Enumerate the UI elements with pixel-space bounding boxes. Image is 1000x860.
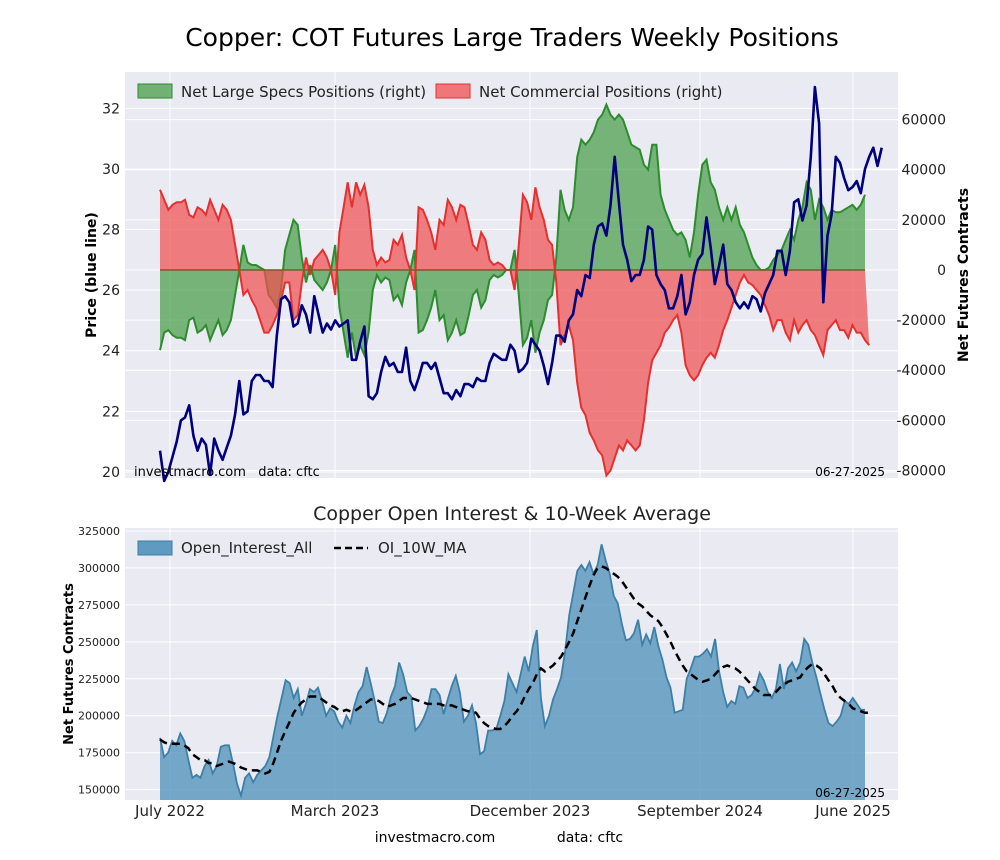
top-right-tick-label: -60000	[896, 413, 946, 429]
bottom-y-tick-label: 275000	[78, 599, 120, 612]
legend-label-specs: Net Large Specs Positions (right)	[181, 83, 426, 101]
legend-label-commercial: Net Commercial Positions (right)	[479, 83, 723, 101]
top-grid	[125, 72, 898, 478]
top-right-tick-label: 40000	[901, 163, 946, 179]
top-watermark: investmacro.com data: cftc	[134, 465, 320, 480]
top-right-axis-label: Net Futures Contracts	[956, 188, 972, 362]
top-right-tick-labels: -80000 -60000 -40000 -20000 0 20000 40000 60000	[896, 113, 946, 480]
legend-swatch-specs	[137, 83, 173, 99]
top-left-tick-label: 20	[102, 465, 120, 481]
legend-label-ma: OI_10W_MA	[378, 539, 467, 558]
net-commercial-line	[159, 181, 870, 478]
top-left-tick-label: 32	[102, 101, 120, 117]
oi-10w-ma-line	[159, 565, 870, 775]
bottom-y-tick-label: 175000	[78, 747, 120, 760]
top-left-tick-label: 30	[102, 162, 120, 178]
top-legend: Net Large Specs Positions (right) Net Co…	[137, 83, 723, 101]
bottom-y-tick-label: 200000	[78, 710, 120, 723]
top-right-tick-label: 0	[937, 263, 946, 279]
top-right-tick-label: 20000	[901, 213, 946, 229]
page-title: Copper: COT Futures Large Traders Weekly…	[185, 23, 839, 52]
top-left-axis-label: Price (blue line)	[84, 212, 100, 338]
price-line	[158, 85, 883, 483]
top-left-tick-label: 24	[102, 344, 120, 360]
top-left-tick-labels: 20 22 24 26 28 30 32	[102, 101, 120, 481]
open-interest-area	[160, 544, 865, 800]
top-right-tick-label: -40000	[896, 363, 946, 379]
footer-site: investmacro.com	[375, 830, 495, 846]
legend-swatch-open-interest	[137, 540, 173, 556]
bottom-y-tick-label: 225000	[78, 673, 120, 686]
top-right-tick-label: 60000	[901, 113, 946, 129]
bottom-y-tick-label: 300000	[78, 562, 120, 575]
bottom-x-tick-labels: July 2022 March 2023 December 2023 Septembe…	[134, 802, 891, 820]
price-positions-panel: 20 22 24 26 28 30 32 -80000 -60000 -40000 -20000 0…	[84, 72, 972, 483]
bottom-legend: Open_Interest_All OI_10W_MA	[137, 539, 467, 558]
top-left-tick-label: 26	[102, 283, 120, 299]
bottom-x-tick-label: July 2022	[134, 802, 205, 820]
top-date-label: 06-27-2025	[815, 465, 885, 479]
price-line-group	[158, 85, 883, 483]
bottom-x-tick-label: December 2023	[470, 802, 591, 820]
bottom-tick-labels: 150000 175000 200000 225000 250000 275000 3000…	[78, 525, 120, 797]
top-right-tick-label: -80000	[896, 463, 946, 479]
bottom-x-tick-label: September 2024	[637, 802, 763, 820]
open-interest-panel: Copper Open Interest & 10-Week Average 1…	[62, 503, 898, 820]
top-right-tick-label: -20000	[896, 313, 946, 329]
bottom-y-tick-label: 250000	[78, 636, 120, 649]
open-interest-line	[159, 544, 865, 799]
bottom-x-tick-label: March 2023	[291, 802, 380, 820]
bottom-y-tick-label: 325000	[78, 525, 120, 538]
bottom-x-tick-label: June 2025	[814, 802, 891, 820]
bottom-y-tick-label: 150000	[78, 784, 120, 797]
top-position-areas	[159, 101, 870, 478]
legend-label-open-interest: Open_Interest_All	[181, 539, 312, 558]
top-left-tick-label: 28	[102, 223, 120, 239]
open-interest-area-group	[159, 544, 870, 800]
net-large-specs-area	[160, 104, 865, 358]
bottom-date-label: 06-27-2025	[815, 786, 885, 800]
legend-swatch-commercial	[435, 83, 471, 99]
bottom-chart-title: Copper Open Interest & 10-Week Average	[313, 503, 711, 525]
bottom-y-axis-label: Net Futures Contracts	[62, 583, 77, 745]
top-left-tick-label: 22	[102, 404, 120, 420]
footer-source: data: cftc	[557, 830, 623, 846]
